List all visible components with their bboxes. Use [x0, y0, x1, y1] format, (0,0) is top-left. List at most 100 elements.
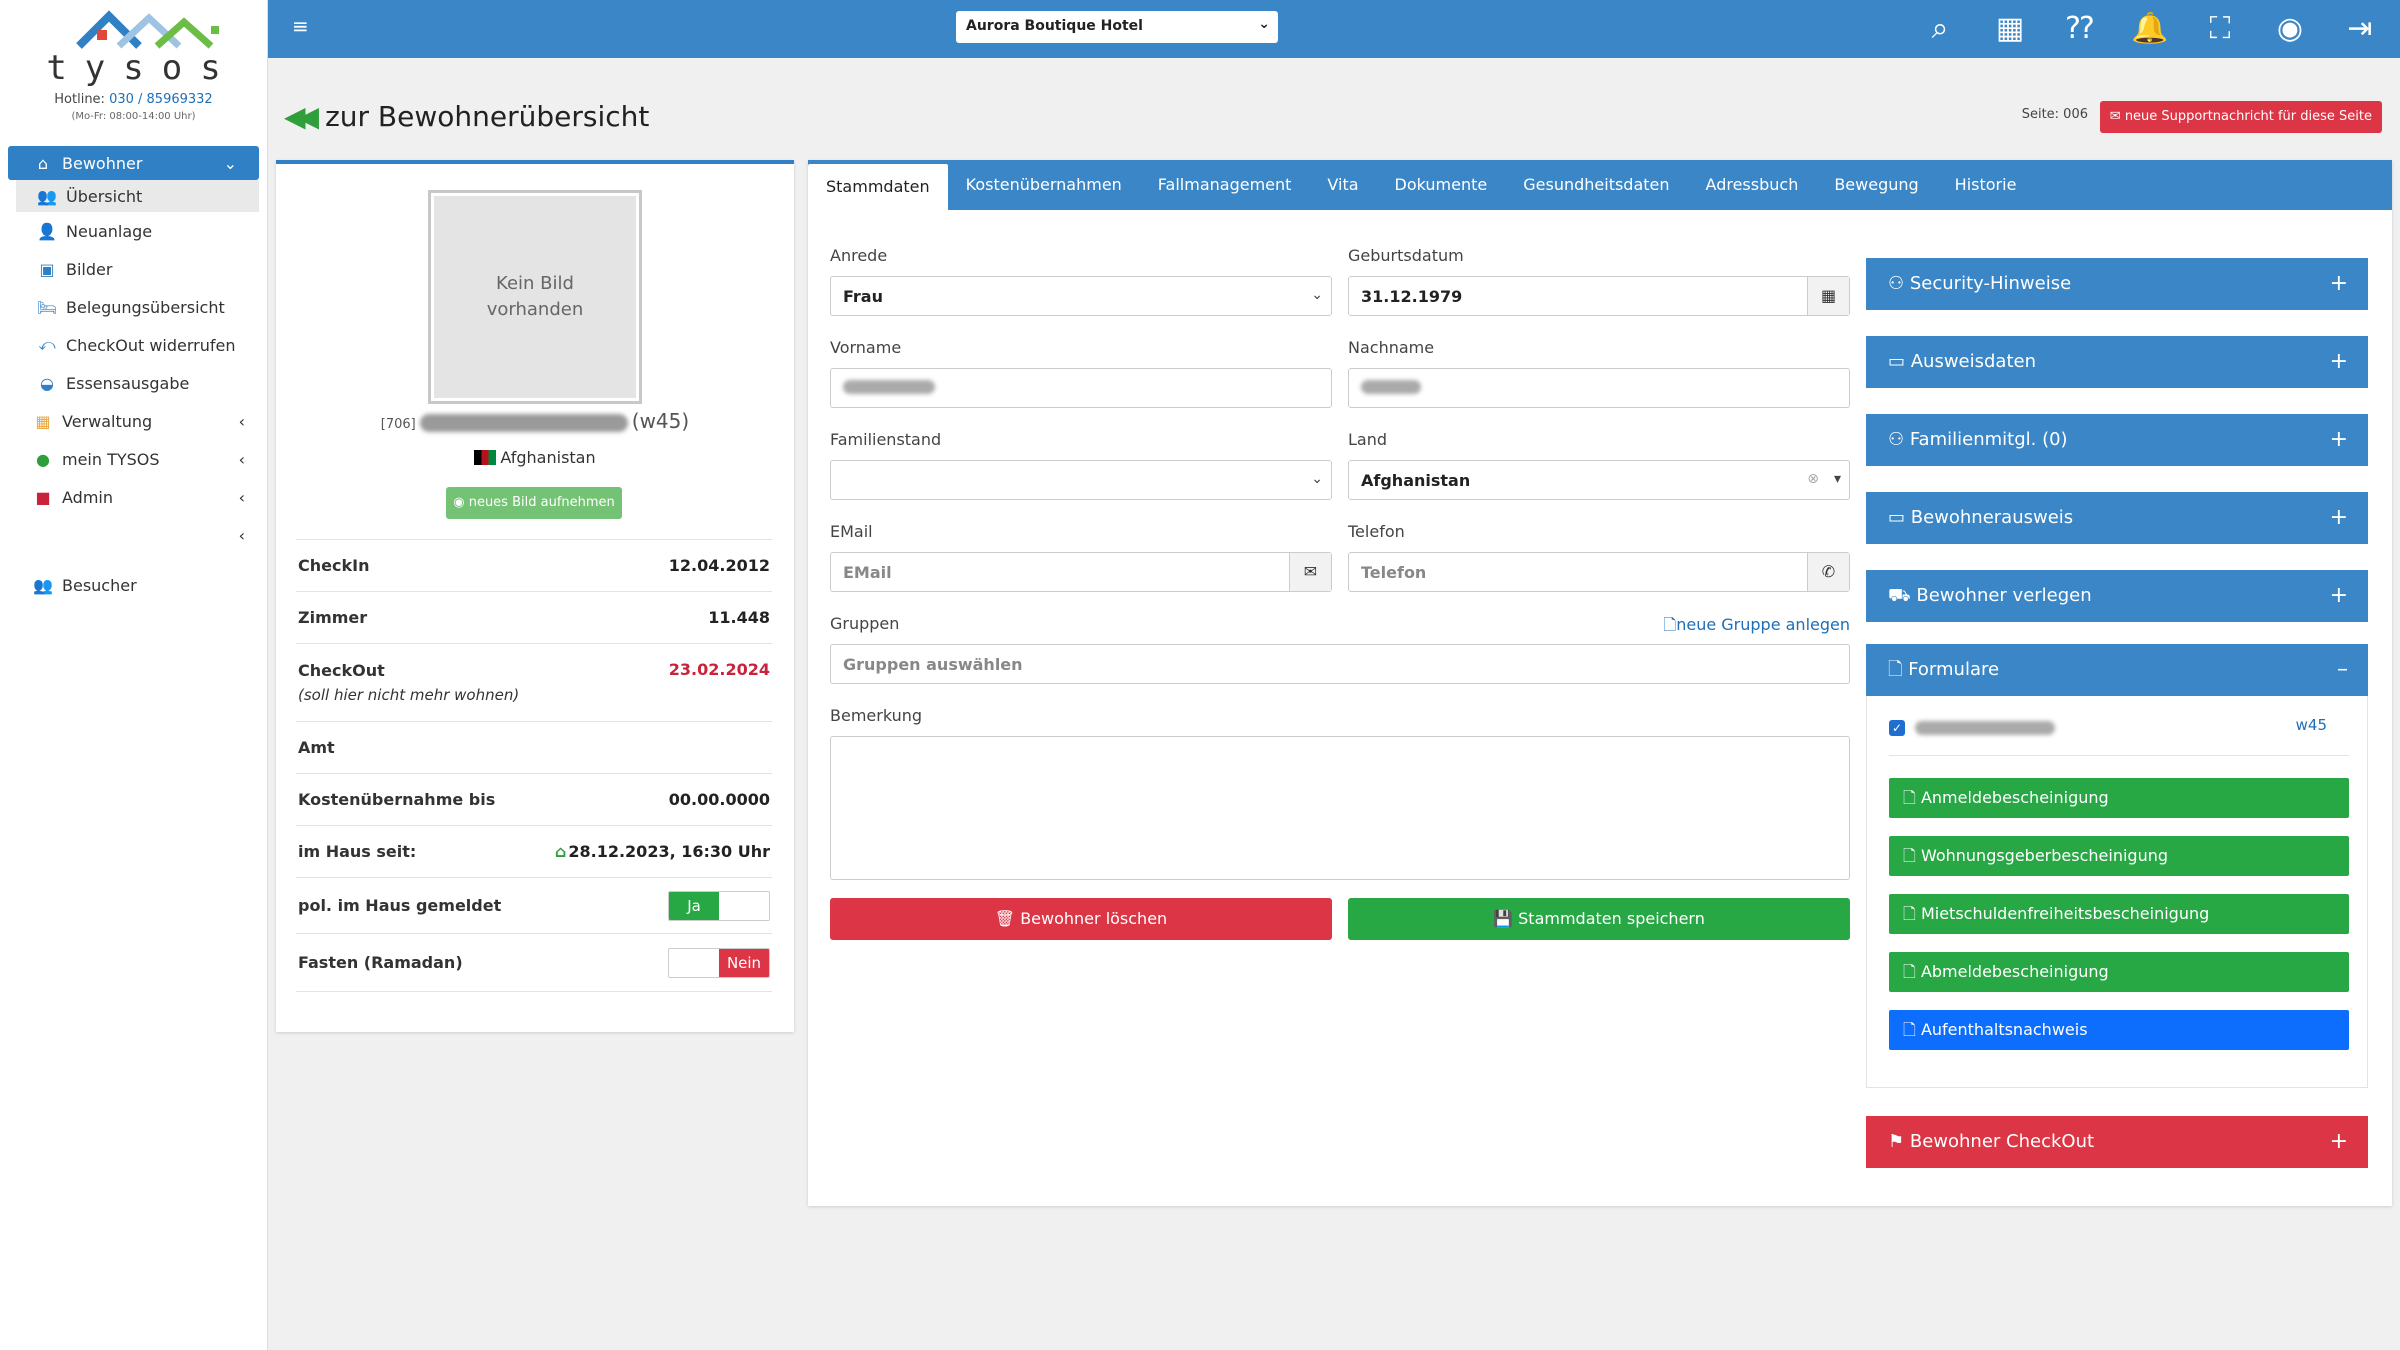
geburtsdatum-label: Geburtsdatum [1348, 246, 1464, 265]
topbar: ≡ Aurora Boutique Hotel ⌄ ⌕ ▦ ⁇ 🔔 ⛶ ◉ ⇥ [268, 0, 2400, 58]
formulare-body: ✓ w45 🗋 Anmeldebescheinigung 🗋 Wohnungsg… [1866, 696, 2368, 1088]
sidebar-group-bewohner[interactable]: ⌂ Bewohner ⌄ [8, 146, 259, 180]
hotline-number[interactable]: 030 / 85969332 [109, 92, 213, 107]
sidebar-item-uebersicht[interactable]: 👥 Übersicht [16, 180, 259, 212]
resident-name-blurred [1915, 721, 2055, 735]
calendar-icon[interactable]: ▦ [1807, 277, 1849, 315]
email-field[interactable]: EMail ✉ [830, 552, 1332, 592]
tab-stammdaten[interactable]: Stammdaten [808, 164, 948, 210]
support-message-label: neue Supportnachricht für diese Seite [2124, 109, 2372, 124]
sidebar-group-verwaltung[interactable]: ▦ Verwaltung ‹ [0, 402, 267, 440]
minus-icon: – [2337, 657, 2348, 682]
tab-bewegung[interactable]: Bewegung [1834, 175, 1919, 194]
anrede-select[interactable]: Frau ⌄ [830, 276, 1332, 316]
new-photo-button[interactable]: ◉ neues Bild aufnehmen [446, 487, 622, 519]
sidebar-group-label: Bewohner [62, 153, 143, 173]
familienstand-label: Familienstand [830, 430, 942, 449]
bed-icon: 🛏 [36, 297, 58, 317]
calendar-clock-icon[interactable]: ▦ [1995, 11, 2025, 46]
user-icon: ● [36, 449, 50, 469]
chevron-down-icon: ⌄ [1311, 471, 1323, 487]
sidebar-item-neuanlage[interactable]: 👤 Neuanlage [0, 212, 267, 250]
acc-bewohnerausweis[interactable]: ▭ Bewohnerausweis + [1866, 492, 2368, 544]
sidebar-item-besucher[interactable]: 👥 Besucher [0, 566, 267, 604]
tab-gesundheitsdaten[interactable]: Gesundheitsdaten [1523, 175, 1670, 194]
sidebar-item-checkout-widerrufen[interactable]: ⤺ CheckOut widerrufen [0, 326, 267, 364]
anrede-label: Anrede [830, 246, 888, 265]
chat-help-icon[interactable]: ⁇ [2066, 11, 2094, 46]
clear-icon[interactable]: ⊗ [1807, 471, 1819, 487]
sidebar-group-empty[interactable]: ‹ [0, 516, 267, 554]
logout-icon[interactable]: ⇥ [2347, 11, 2373, 46]
acc-familie[interactable]: ⚇ Familienmitgl. (0) + [1866, 414, 2368, 466]
envelope-icon: ✉ [1289, 553, 1331, 591]
land-select[interactable]: Afghanistan ⊗ ▾ [1348, 460, 1850, 500]
form-abmeldebescheinigung-button[interactable]: 🗋 Abmeldebescheinigung [1889, 952, 2349, 992]
plus-icon: + [2329, 349, 2348, 374]
nachname-blurred [1361, 380, 1421, 394]
logo-houses-icon [75, 10, 219, 49]
tab-vita[interactable]: Vita [1327, 175, 1359, 194]
info-row-amt: Amt [296, 722, 772, 774]
vorname-blurred [843, 380, 935, 394]
acc-checkout[interactable]: ⚑ Bewohner CheckOut + [1866, 1116, 2368, 1168]
topbar-icons: ⌕ ▦ ⁇ 🔔 ⛶ ◉ ⇥ [1920, 10, 2380, 48]
vorname-label: Vorname [830, 338, 902, 357]
bemerkung-textarea[interactable] [830, 736, 1850, 880]
familienstand-select[interactable]: ⌄ [830, 460, 1332, 500]
new-group-link[interactable]: 🗋neue Gruppe anlegen [1663, 615, 1850, 634]
shield-user-icon: ⚇ [1888, 273, 1910, 294]
form-wohnungsgeber-button[interactable]: 🗋 Wohnungsgeberbescheinigung [1889, 836, 2349, 876]
sidebar-item-bilder[interactable]: ▣ Bilder [0, 250, 267, 288]
fasten-toggle[interactable]: Nein [668, 947, 770, 978]
geburtsdatum-field[interactable]: 31.12.1979 ▦ [1348, 276, 1850, 316]
house-icon: ⌂ [37, 153, 49, 173]
plus-icon: + [2329, 583, 2348, 608]
checkbox-checked-icon[interactable]: ✓ [1889, 720, 1905, 736]
dashboard-gauge-icon[interactable]: ◉ [2276, 11, 2304, 46]
acc-security[interactable]: ⚇ Security-Hinweise + [1866, 258, 2368, 310]
page-header[interactable]: ◀◀ zur Bewohnerübersicht [284, 100, 649, 133]
acc-verlegen[interactable]: ⛟ Bewohner verlegen + [1866, 570, 2368, 622]
sidebar-group-admin[interactable]: ■ Admin ‹ [0, 478, 267, 516]
tab-adressbuch[interactable]: Adressbuch [1705, 175, 1799, 194]
gruppen-input[interactable]: Gruppen auswählen [830, 644, 1850, 684]
sidebar-group-mein-tysos[interactable]: ● mein TYSOS ‹ [0, 440, 267, 478]
logo[interactable]: tysos Hotline: 030 / 85969332 (Mo-Fr: 08… [0, 0, 267, 140]
search-icon[interactable]: ⌕ [1931, 11, 1949, 46]
tab-dokumente[interactable]: Dokumente [1394, 175, 1488, 194]
nachname-field[interactable] [1348, 368, 1850, 408]
fullscreen-icon[interactable]: ⛶ [2209, 11, 2231, 46]
tab-fallmanagement[interactable]: Fallmanagement [1157, 175, 1292, 194]
form-anmeldebescheinigung-button[interactable]: 🗋 Anmeldebescheinigung [1889, 778, 2349, 818]
acc-formulare[interactable]: 🗋 Formulare – [1866, 644, 2368, 696]
hotel-select[interactable]: Aurora Boutique Hotel ⌄ [956, 11, 1278, 43]
vorname-field[interactable] [830, 368, 1332, 408]
page-number: Seite: 006 [2021, 107, 2088, 122]
room-link[interactable]: w45 [2295, 716, 2327, 734]
chevron-down-icon: ⌄ [223, 153, 237, 173]
tab-historie[interactable]: Historie [1954, 175, 2017, 194]
pol-gemeldet-toggle[interactable]: Ja [668, 890, 770, 921]
delete-resident-button[interactable]: 🗑 Bewohner löschen [830, 898, 1332, 940]
info-row-pol-gemeldet: pol. im Haus gemeldet Ja [296, 878, 772, 934]
chevron-down-icon: ⌄ [1258, 16, 1270, 32]
acc-ausweisdaten[interactable]: ▭ Ausweisdaten + [1866, 336, 2368, 388]
tab-kostenuebernahmen[interactable]: Kostenübernahmen [965, 175, 1122, 194]
sidebar: tysos Hotline: 030 / 85969332 (Mo-Fr: 08… [0, 0, 268, 1350]
form-aufenthaltsnachweis-button[interactable]: 🗋 Aufenthaltsnachweis [1889, 1010, 2349, 1050]
menu-toggle-icon[interactable]: ≡ [292, 14, 309, 38]
support-message-button[interactable]: ✉ neue Supportnachricht für diese Seite [2099, 101, 2382, 133]
house-icon: ⌂ [554, 842, 567, 861]
undo-icon: ⤺ [38, 335, 56, 354]
sidebar-item-essensausgabe[interactable]: ◒ Essensausgabe [0, 364, 267, 402]
sidebar-item-belegung[interactable]: 🛏 Belegungsübersicht [0, 288, 267, 326]
chevron-left-icon: ‹ [238, 411, 245, 431]
save-stammdaten-button[interactable]: 💾 Stammdaten speichern [1348, 898, 1850, 940]
telefon-field[interactable]: Telefon ✆ [1348, 552, 1850, 592]
family-icon: ⚇ [1888, 429, 1910, 450]
building-icon: ▦ [35, 411, 51, 431]
land-label: Land [1348, 430, 1388, 449]
form-mietschuldenfreiheit-button[interactable]: 🗋 Mietschuldenfreiheitsbescheinigung [1889, 894, 2349, 934]
bell-icon[interactable]: 🔔 [2131, 11, 2169, 46]
